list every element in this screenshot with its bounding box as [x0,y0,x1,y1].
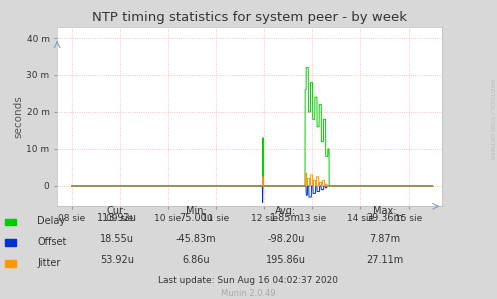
Text: 195.86u: 195.86u [266,255,306,265]
Text: Last update: Sun Aug 16 04:02:37 2020: Last update: Sun Aug 16 04:02:37 2020 [159,276,338,285]
Text: Max:: Max: [373,206,397,216]
Text: 27.11m: 27.11m [367,255,404,265]
Text: Avg:: Avg: [275,206,296,216]
Text: 7.87m: 7.87m [370,234,401,244]
Title: NTP timing statistics for system peer - by week: NTP timing statistics for system peer - … [92,11,407,24]
Text: Delay: Delay [37,216,66,226]
Text: 1.85m: 1.85m [270,213,301,223]
Text: -98.20u: -98.20u [267,234,305,244]
Y-axis label: seconds: seconds [13,95,24,138]
Text: 39.36m: 39.36m [367,213,404,223]
Text: Munin 2.0.49: Munin 2.0.49 [221,289,276,298]
Text: -45.83m: -45.83m [176,234,217,244]
Text: RRDTOOL / TOBI OETIKER: RRDTOOL / TOBI OETIKER [490,79,495,160]
Text: Jitter: Jitter [37,258,61,268]
Text: 75.00u: 75.00u [179,213,213,223]
Text: 53.92u: 53.92u [100,255,134,265]
Text: 6.86u: 6.86u [182,255,210,265]
Text: Offset: Offset [37,237,67,247]
Text: Cur:: Cur: [107,206,127,216]
Text: 18.55u: 18.55u [100,234,134,244]
Text: Min:: Min: [186,206,207,216]
Text: 113.92u: 113.92u [97,213,137,223]
